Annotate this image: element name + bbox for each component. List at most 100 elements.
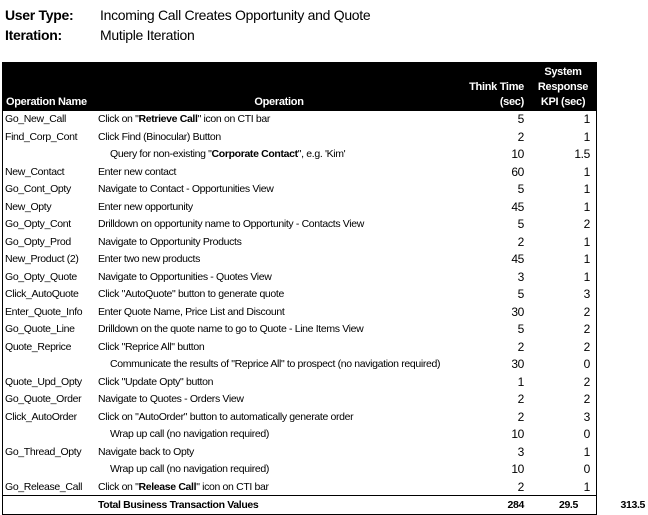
row-border: [2, 495, 597, 496]
operation-text: Navigate to Opportunity Products: [98, 235, 242, 248]
operation-text: Release Call: [138, 480, 197, 493]
operation-text: Navigate to Contact - Opportunities View: [98, 183, 274, 195]
think-time: 2: [517, 234, 525, 249]
kpi: 1: [583, 164, 591, 179]
operation-name: New_Product (2): [5, 253, 79, 265]
operation-name: New_Contact: [5, 165, 65, 178]
operation-text: Enter Quote Name, Price List and Discoun…: [98, 305, 285, 318]
operation-text: Click "Update Opty" button: [98, 375, 214, 388]
kpi: 2: [583, 322, 591, 336]
think-time: 3: [517, 269, 525, 284]
kpi: 1: [583, 444, 591, 459]
operation-text: Navigate to Quotes - Orders View: [98, 393, 244, 405]
operation-name: Go_Opty_Prod: [5, 235, 71, 248]
operation-text: Click on ": [98, 480, 139, 493]
think-time: 2: [517, 129, 525, 144]
operation-name: Go_Thread_Opty: [5, 445, 82, 458]
kpi: 1: [583, 479, 591, 494]
operation: Enter two new products: [98, 252, 200, 266]
operation-text: Navigate to Opportunities - Quotes View: [98, 270, 272, 283]
kpi: 1: [583, 199, 591, 214]
kpi: 1: [583, 234, 591, 249]
think-time: 5: [517, 217, 525, 231]
operation-text: Drilldown on opportunity name to Opportu…: [98, 218, 364, 230]
kpi: 1: [583, 129, 591, 144]
operation: Drilldown on the quote name to go to Quo…: [98, 322, 364, 336]
operation: Enter new contact: [98, 165, 176, 179]
operation-text: Enter new opportunity: [98, 200, 193, 213]
operation-name: Go_Opty_Cont: [5, 218, 71, 230]
operation: Wrap up call (no navigation required): [110, 427, 269, 441]
kpi: 1.5: [574, 147, 590, 161]
total-kpi: 29.5: [558, 499, 578, 511]
operation-text: Communicate the results of "Reprice All"…: [110, 358, 441, 370]
kpi: 0: [583, 427, 591, 441]
operation-text: Enter two new products: [98, 253, 201, 265]
operation-text: " icon on CTI bar: [197, 113, 271, 125]
operation-text: Wrap up call (no navigation required): [110, 428, 270, 440]
operation-name: Go_Opty_Quote: [5, 270, 77, 283]
think-time: 30: [511, 304, 524, 319]
think-time: 1: [517, 374, 525, 389]
column-header: Think Time: [469, 81, 524, 93]
row-border: [2, 513, 597, 515]
think-time: 10: [511, 147, 524, 161]
operation: Navigate to Opportunities - Quotes View: [98, 270, 272, 284]
kpi: 0: [583, 357, 591, 371]
operation-text: Click Find (Binocular) Button: [98, 130, 221, 143]
think-time: 5: [517, 287, 525, 301]
kpi: 1: [583, 269, 591, 284]
operation-name: Go_Quote_Order: [5, 393, 82, 405]
user-type-label: User Type:: [5, 7, 74, 23]
think-time: 45: [511, 199, 524, 214]
column-header: Response: [537, 81, 589, 93]
operation-name: Find_Corp_Cont: [5, 130, 78, 143]
operation: Navigate to Opportunity Products: [98, 235, 242, 249]
operation-name: Enter_Quote_Info: [5, 305, 83, 318]
operation: Click on "AutoOrder" button to automatic…: [98, 410, 354, 424]
operation-name: Go_Cont_Opty: [5, 183, 71, 195]
operation-name: Click_AutoQuote: [5, 288, 79, 300]
operation-name: Go_New_Call: [5, 113, 66, 125]
operation: Click "Reprice All" button: [98, 340, 205, 354]
table-header: Operation Name Operation Think Time (sec) Sy…: [2, 62, 597, 111]
think-time: 5: [517, 112, 525, 126]
kpi: 2: [583, 392, 591, 406]
operation-name: Go_Quote_Line: [5, 323, 75, 335]
table-border: [596, 111, 597, 514]
think-time: 2: [517, 409, 525, 424]
think-time: 5: [517, 182, 525, 196]
operation: Click "Update Opty" button: [98, 375, 213, 389]
operation: Enter Quote Name, Price List and Discoun…: [98, 305, 285, 319]
operation: Click Find (Binocular) Button: [98, 130, 221, 144]
think-time: 45: [511, 252, 524, 266]
kpi: 3: [583, 287, 591, 301]
table-border: [2, 111, 3, 514]
operation: Navigate to Quotes - Orders View: [98, 392, 244, 406]
think-time: 2: [517, 339, 525, 354]
column-header: System: [544, 66, 582, 78]
operation: Navigate back to Opty: [98, 445, 194, 459]
operation-text: Retrieve Call: [138, 113, 198, 125]
operation-name: Quote_Upd_Opty: [5, 375, 82, 388]
operation-name: Go_Release_Call: [5, 480, 83, 493]
operation: Click on "Release Call" icon on CTI bar: [98, 480, 269, 494]
operation-text: ", e.g. 'Kim': [297, 148, 346, 160]
think-time: 30: [511, 357, 524, 371]
think-time: 2: [517, 479, 525, 494]
think-time: 5: [517, 322, 525, 336]
operation-name: Click_AutoOrder: [5, 410, 77, 423]
user-type: Incoming Call Creates Opportunity and Qu…: [100, 7, 371, 23]
kpi: 1: [583, 182, 591, 196]
iteration-label: Iteration:: [5, 27, 62, 43]
operation: Navigate to Contact - Opportunities View: [98, 182, 274, 196]
operation: Drilldown on opportunity name to Opportu…: [98, 217, 364, 231]
kpi: 2: [583, 374, 591, 389]
operation: Click "AutoQuote" button to generate quo…: [98, 287, 284, 301]
total-sum: 313.5: [620, 499, 645, 511]
operation-name: New_Opty: [5, 200, 52, 213]
kpi: 2: [583, 339, 591, 354]
operation: Click on "Retrieve Call" icon on CTI bar: [98, 112, 270, 126]
iteration: Mutiple Iteration: [100, 27, 195, 43]
